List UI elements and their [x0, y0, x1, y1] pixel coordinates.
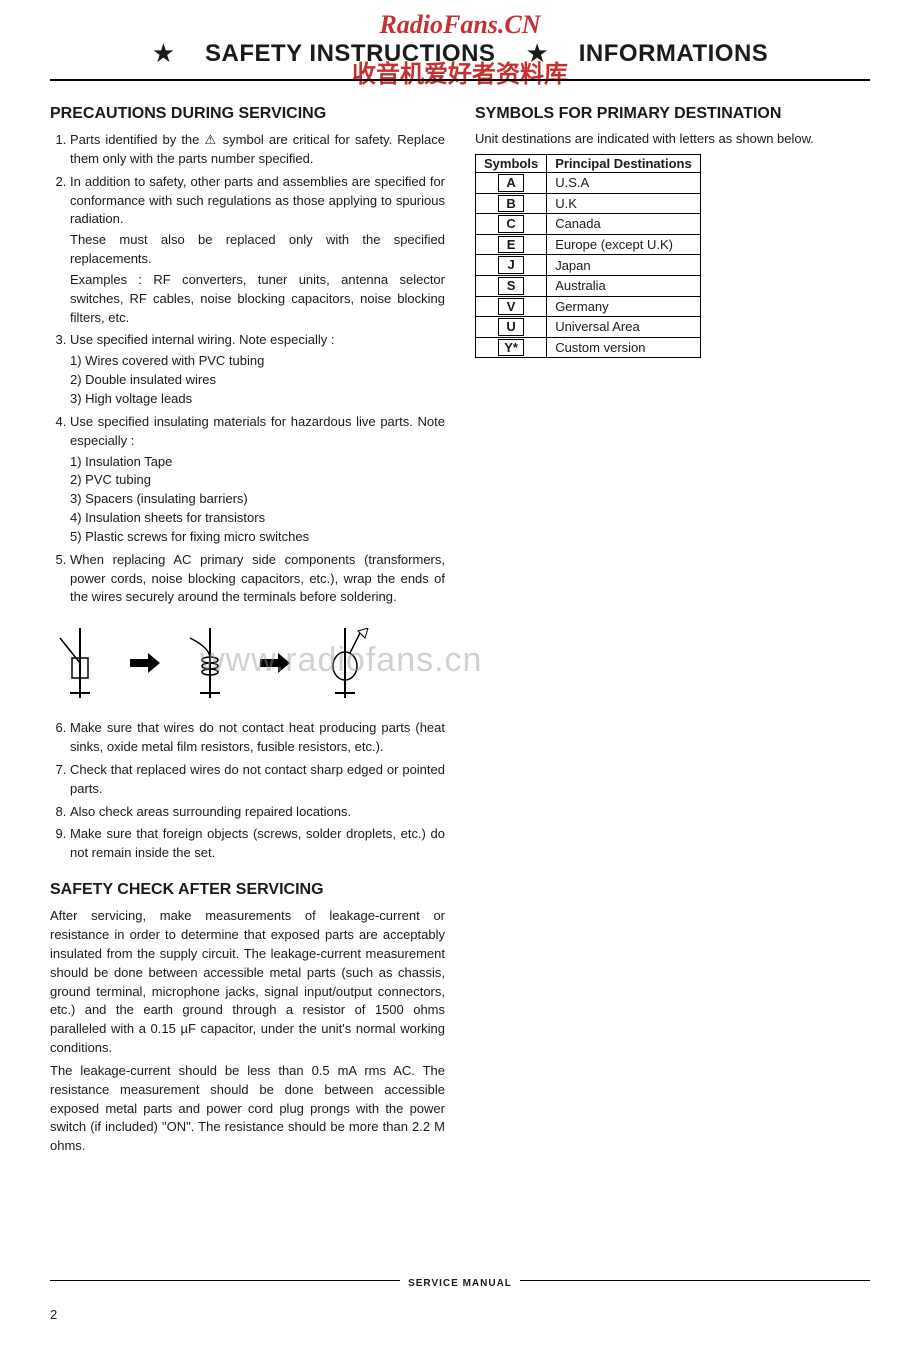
list-text: Use specified insulating materials for h… [70, 414, 445, 448]
table-cell: Custom version [547, 337, 701, 358]
sublist-item: 3) High voltage leads [70, 390, 445, 409]
table-row: E Europe (except U.K) [476, 234, 701, 255]
table-cell: U [476, 317, 547, 338]
table-header-row: Symbols Principal Destinations [476, 155, 701, 173]
sublist-item: 2) PVC tubing [70, 471, 445, 490]
table-header: Principal Destinations [547, 155, 701, 173]
safety-check-title: SAFETY CHECK AFTER SERVICING [50, 881, 445, 899]
table-cell: J [476, 255, 547, 276]
header-title-left: SAFETY INSTRUCTIONS [205, 40, 495, 68]
table-cell: Europe (except U.K) [547, 234, 701, 255]
terminal-soldered-icon [310, 628, 380, 698]
footer-rule: SERVICE MANUAL [50, 1280, 870, 1299]
table-cell: Germany [547, 296, 701, 317]
page-number: 2 [50, 1307, 870, 1322]
list-item: Use specified internal wiring. Note espe… [70, 331, 445, 408]
list-note: These must also be replaced only with th… [70, 231, 445, 269]
symbol-box: E [498, 236, 524, 254]
precautions-title: PRECAUTIONS DURING SERVICING [50, 105, 445, 123]
table-cell: Japan [547, 255, 701, 276]
list-item: In addition to safety, other parts and a… [70, 173, 445, 328]
table-cell: S [476, 275, 547, 296]
destination-table: Symbols Principal Destinations A U.S.A B… [475, 154, 701, 358]
table-cell: Canada [547, 214, 701, 235]
list-item: Make sure that wires do not contact heat… [70, 719, 445, 757]
list-item: Parts identified by the ⚠ symbol are cri… [70, 131, 445, 169]
symbol-box: U [498, 318, 524, 336]
precautions-list: Parts identified by the ⚠ symbol are cri… [50, 131, 445, 607]
table-row: C Canada [476, 214, 701, 235]
list-text: In addition to safety, other parts and a… [70, 174, 445, 227]
sublist-item: 1) Wires covered with PVC tubing [70, 352, 445, 371]
table-row: Y* Custom version [476, 337, 701, 358]
table-row: V Germany [476, 296, 701, 317]
table-row: S Australia [476, 275, 701, 296]
header-bar: ★ SAFETY INSTRUCTIONS ★ INFORMATIONS [50, 32, 870, 81]
terminal-before-icon [50, 628, 110, 698]
table-cell: V [476, 296, 547, 317]
page-header: RadioFans.CN 收音机爱好者资料库 ★ SAFETY INSTRUCT… [50, 10, 870, 81]
table-cell: E [476, 234, 547, 255]
list-examples: Examples : RF converters, tuner units, a… [70, 271, 445, 328]
safety-check-para-2: The leakage-current should be less than … [50, 1062, 445, 1156]
sublist: 1) Wires covered with PVC tubing 2) Doub… [70, 352, 445, 409]
symbol-box: B [498, 195, 524, 213]
symbols-title: SYMBOLS FOR PRIMARY DESTINATION [475, 105, 870, 123]
table-row: U Universal Area [476, 317, 701, 338]
star-icon: ★ [525, 38, 548, 69]
table-header: Symbols [476, 155, 547, 173]
table-row: J Japan [476, 255, 701, 276]
table-cell: Y* [476, 337, 547, 358]
arrow-icon [130, 653, 160, 673]
safety-check-para-1: After servicing, make measurements of le… [50, 907, 445, 1058]
sublist-item: 1) Insulation Tape [70, 453, 445, 472]
document-page: RadioFans.CN 收音机爱好者资料库 ★ SAFETY INSTRUCT… [0, 0, 920, 1352]
right-column: SYMBOLS FOR PRIMARY DESTINATION Unit des… [475, 105, 870, 1160]
table-cell: U.K [547, 193, 701, 214]
arrow-icon [260, 653, 290, 673]
table-cell: Australia [547, 275, 701, 296]
sublist-item: 4) Insulation sheets for transistors [70, 509, 445, 528]
star-icon: ★ [152, 38, 175, 69]
table-row: B U.K [476, 193, 701, 214]
precautions-list-cont: Make sure that wires do not contact heat… [50, 719, 445, 863]
symbol-box: J [498, 256, 524, 274]
footer-label: SERVICE MANUAL [400, 1278, 520, 1289]
sublist-item: 5) Plastic screws for fixing micro switc… [70, 528, 445, 547]
list-item: Use specified insulating materials for h… [70, 413, 445, 547]
symbol-box: A [498, 174, 524, 192]
table-cell: C [476, 214, 547, 235]
left-column: PRECAUTIONS DURING SERVICING Parts ident… [50, 105, 445, 1160]
symbol-box: S [498, 277, 524, 295]
symbol-box: C [498, 215, 524, 233]
sublist: 1) Insulation Tape 2) PVC tubing 3) Spac… [70, 453, 445, 547]
list-text: Use specified internal wiring. Note espe… [70, 332, 334, 347]
list-item: When replacing AC primary side component… [70, 551, 445, 608]
table-cell: A [476, 173, 547, 194]
sublist-item: 3) Spacers (insulating barriers) [70, 490, 445, 509]
table-cell: U.S.A [547, 173, 701, 194]
symbols-subtext: Unit destinations are indicated with let… [475, 131, 870, 146]
list-item: Make sure that foreign objects (screws, … [70, 825, 445, 863]
sublist-item: 2) Double insulated wires [70, 371, 445, 390]
content-columns: PRECAUTIONS DURING SERVICING Parts ident… [50, 105, 870, 1160]
symbol-box: Y* [498, 339, 524, 357]
soldering-diagram: www.radiofans.cn [50, 623, 445, 703]
symbol-box: V [498, 298, 524, 316]
table-cell: B [476, 193, 547, 214]
terminal-wrapped-icon [180, 628, 240, 698]
list-item: Also check areas surrounding repaired lo… [70, 803, 445, 822]
table-cell: Universal Area [547, 317, 701, 338]
header-title-right: INFORMATIONS [579, 40, 769, 68]
list-item: Check that replaced wires do not contact… [70, 761, 445, 799]
table-row: A U.S.A [476, 173, 701, 194]
